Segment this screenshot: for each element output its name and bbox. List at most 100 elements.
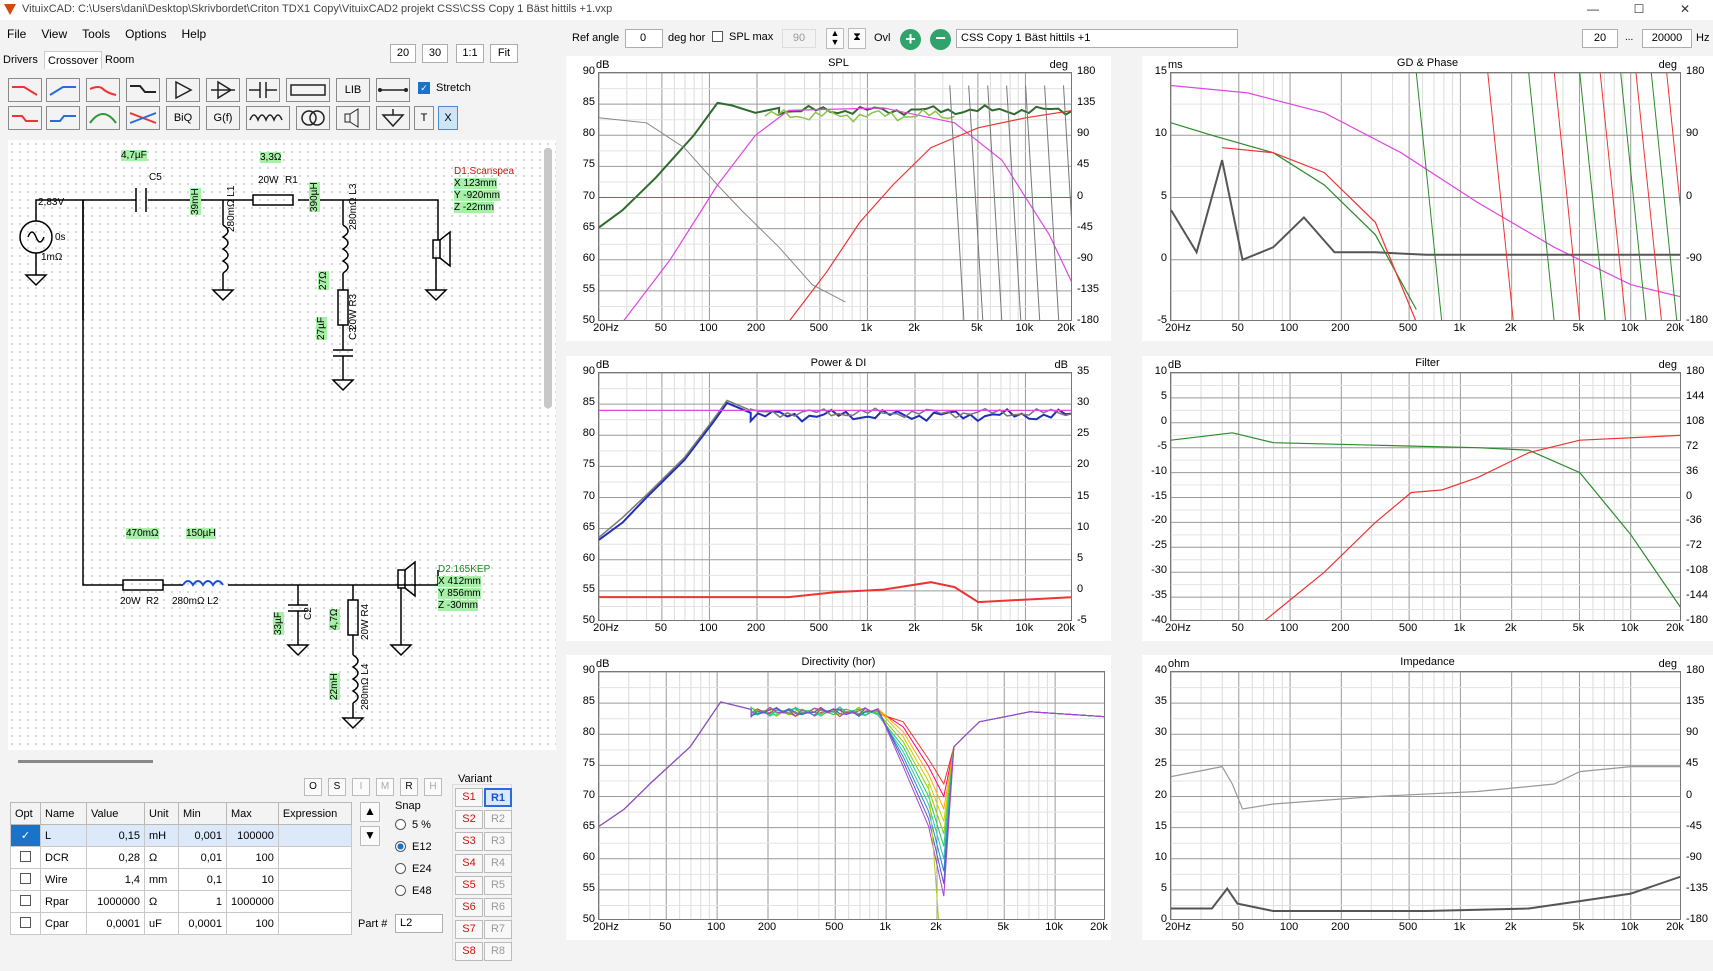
table-row[interactable]: Wire 1,4 mm 0,1 10: [10, 868, 353, 891]
variant-s4-button[interactable]: S4: [455, 854, 483, 873]
transformer-button[interactable]: [296, 106, 330, 130]
variant-s1-button[interactable]: S1: [455, 788, 483, 807]
move-up-button[interactable]: ▲: [360, 802, 380, 822]
inductor-button[interactable]: [246, 106, 290, 130]
crossover-button[interactable]: [126, 106, 160, 130]
variant-s7-button[interactable]: S7: [455, 920, 483, 939]
menu-options[interactable]: Options: [125, 27, 167, 41]
mode-r-button[interactable]: R: [400, 778, 418, 796]
move-down-button[interactable]: ▼: [360, 826, 380, 846]
property-table[interactable]: Opt Name Value Unit Min Max Expression ✓…: [10, 802, 353, 935]
capacitor-button[interactable]: [246, 78, 280, 102]
chart-panel-gd[interactable]: GD & Phase ms deg 15 10 5 0 -5 180 90 0 -90 -180 20Hz…: [1142, 56, 1713, 341]
mode-o-button[interactable]: O: [304, 778, 322, 796]
zoom-20-button[interactable]: 20: [390, 44, 416, 63]
part-number-field[interactable]: L2: [395, 914, 443, 933]
schematic-vscroll-thumb[interactable]: [544, 148, 552, 408]
plot-area[interactable]: [1170, 671, 1681, 920]
tab-room[interactable]: Room: [105, 54, 135, 66]
cell-max[interactable]: 100000: [226, 824, 279, 847]
variant-r5-button[interactable]: R5: [484, 876, 512, 895]
close-button[interactable]: ✕: [1679, 2, 1691, 16]
spl-max-checkbox[interactable]: SPL max: [712, 31, 773, 43]
cell-min[interactable]: 0,1: [178, 868, 227, 891]
highpass-2nd-button[interactable]: [46, 106, 80, 130]
shelf-button[interactable]: [126, 78, 160, 102]
variant-s3-button[interactable]: S3: [455, 832, 483, 851]
c2-value[interactable]: 33µF: [273, 612, 284, 635]
cell-expression[interactable]: [277, 890, 353, 913]
opt-checkbox[interactable]: [10, 846, 41, 869]
cell-min[interactable]: 1: [178, 890, 227, 913]
plot-area[interactable]: [1170, 72, 1681, 321]
l4-value[interactable]: 22mH: [329, 673, 340, 700]
cell-value[interactable]: 1000000: [86, 890, 145, 913]
menu-file[interactable]: File: [7, 27, 27, 41]
cell-max[interactable]: 1000000: [226, 890, 279, 913]
cell-min[interactable]: 0,0001: [178, 912, 227, 935]
d2-z[interactable]: Z -30mm: [438, 600, 478, 611]
d1-x[interactable]: X 123mm: [454, 178, 497, 189]
r2-value[interactable]: 470mΩ: [126, 528, 159, 539]
overlay-name-field[interactable]: CSS Copy 1 Bäst hittils +1: [956, 29, 1238, 48]
cell-value[interactable]: 0,0001: [86, 912, 145, 935]
bandpass-button[interactable]: [86, 106, 120, 130]
variant-s6-button[interactable]: S6: [455, 898, 483, 917]
cell-value[interactable]: 0,15: [86, 824, 145, 847]
plot-area[interactable]: [598, 72, 1072, 321]
cell-value[interactable]: 0,28: [86, 846, 145, 869]
ref-angle-input[interactable]: 0: [625, 29, 663, 48]
minimize-button[interactable]: —: [1587, 2, 1599, 16]
r3-value[interactable]: 27Ω: [318, 271, 329, 290]
add-overlay-icon[interactable]: +: [900, 29, 921, 50]
library-button[interactable]: LIB: [336, 78, 370, 102]
d1-y[interactable]: Y -920mm: [454, 190, 500, 201]
menu-view[interactable]: View: [41, 27, 68, 41]
maximize-button[interactable]: ☐: [1633, 2, 1645, 16]
cell-max[interactable]: 100: [226, 912, 279, 935]
menu-help[interactable]: Help: [181, 27, 207, 41]
snap-e48-radio[interactable]: E48: [395, 885, 432, 897]
cell-expression[interactable]: [277, 868, 353, 891]
c5-value[interactable]: 4,7µF: [121, 150, 147, 161]
zoom-fit-button[interactable]: Fit: [490, 44, 518, 63]
zoom-1to1-button[interactable]: 1:1: [456, 44, 484, 63]
chart-panel-pw[interactable]: Power & DI dB dB 90 85 80 75 70 65 60 55 50 35 30 25 20…: [566, 356, 1111, 641]
chart-panel-flt[interactable]: Filter dB deg 10 5 0 -5 -10 -15 -20 -25 -30 -35 -40 18…: [1142, 356, 1713, 641]
variant-s5-button[interactable]: S5: [455, 876, 483, 895]
r4-value[interactable]: 4,7Ω: [329, 608, 340, 630]
driver-button[interactable]: [336, 106, 370, 130]
buffer-button[interactable]: [206, 78, 240, 102]
lowpass-peak-button[interactable]: [86, 78, 120, 102]
variant-s2-button[interactable]: S2: [455, 810, 483, 829]
lowpass-1st-button[interactable]: [8, 78, 42, 102]
cell-expression[interactable]: [277, 846, 353, 869]
opt-checkbox[interactable]: [10, 912, 41, 935]
snap-5pct-radio[interactable]: 5 %: [395, 819, 431, 831]
variant-r2-button[interactable]: R2: [484, 810, 512, 829]
stretch-checkbox[interactable]: ✓ Stretch: [418, 82, 471, 94]
cell-expression[interactable]: [277, 912, 353, 935]
l2-value[interactable]: 150µH: [186, 528, 216, 539]
remove-overlay-icon[interactable]: −: [930, 29, 951, 50]
opt-checkbox[interactable]: [10, 890, 41, 913]
resistor-button[interactable]: [286, 78, 330, 102]
l3-value[interactable]: 390µH: [309, 182, 320, 212]
x-button[interactable]: X: [438, 106, 458, 130]
snap-e12-radio[interactable]: E12: [395, 841, 432, 853]
biquad-button[interactable]: BiQ: [166, 106, 200, 130]
wire-button[interactable]: [376, 78, 410, 102]
table-row[interactable]: DCR 0,28 Ω 0,01 100: [10, 846, 353, 869]
cell-min[interactable]: 0,001: [178, 824, 227, 847]
tab-crossover[interactable]: Crossover: [44, 51, 103, 69]
chart-panel-imp[interactable]: Impedance ohm deg 40 35 30 25 20 15 10 5 0 180 135 90 4…: [1142, 655, 1713, 940]
d2-x[interactable]: X 412mm: [438, 576, 481, 587]
variant-r1-button[interactable]: R1: [484, 788, 512, 807]
opt-checkbox[interactable]: [10, 868, 41, 891]
cell-value[interactable]: 1,4: [86, 868, 145, 891]
variant-r6-button[interactable]: R6: [484, 898, 512, 917]
table-row[interactable]: Rpar 1000000 Ω 1 1000000: [10, 890, 353, 913]
chart-panel-spl[interactable]: SPL dB deg 90 85 80 75 70 65 60 55 50 180 135 90 45 0 -45…: [566, 56, 1111, 341]
schematic-hscroll-thumb[interactable]: [18, 760, 153, 763]
d1-z[interactable]: Z -22mm: [454, 202, 494, 213]
